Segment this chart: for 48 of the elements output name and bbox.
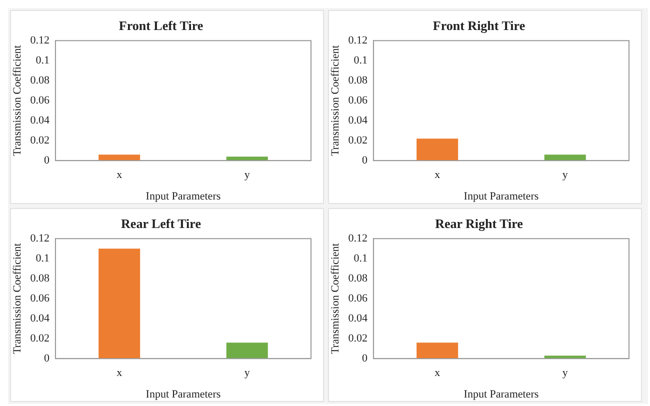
x-tick-label: y — [562, 169, 568, 182]
y-tick-label: 0.06 — [30, 94, 50, 106]
x-axis-title: Input Parameters — [146, 388, 221, 400]
y-axis-title: Transmission Coefficient — [11, 243, 24, 354]
y-tick-label: 0.08 — [348, 272, 368, 284]
x-tick-label: x — [434, 367, 441, 380]
y-tick-label: 0.02 — [30, 134, 50, 146]
y-tick-label: 0 — [362, 154, 368, 166]
x-axis-title: Input Parameters — [464, 190, 539, 202]
chart-title: Rear Right Tire — [435, 216, 524, 232]
y-axis-title: Transmission Coefficient — [329, 243, 342, 354]
y-tick-label: 0.04 — [30, 312, 50, 324]
y-tick-label: 0.1 — [354, 252, 368, 264]
y-tick-label: 0.06 — [348, 292, 368, 304]
y-tick-label: 0.06 — [30, 292, 50, 304]
y-tick-label: 0.06 — [348, 94, 368, 106]
y-tick-label: 0 — [362, 352, 368, 364]
x-tick-label: y — [244, 169, 250, 182]
x-axis-title: Input Parameters — [146, 190, 221, 202]
x-tick-label: x — [116, 169, 123, 182]
y-tick-label: 0.08 — [30, 74, 50, 86]
y-tick-label: 0.04 — [30, 114, 50, 126]
y-tick-label: 0.12 — [348, 34, 368, 46]
y-axis-title: Transmission Coefficient — [11, 45, 24, 156]
x-axis-title: Input Parameters — [464, 388, 539, 400]
y-tick-label: 0.12 — [30, 34, 50, 46]
y-tick-label: 0.1 — [36, 54, 50, 66]
x-tick-label: x — [116, 367, 123, 380]
y-axis-title: Transmission Coefficient — [329, 45, 342, 156]
chart-title: Front Right Tire — [432, 18, 526, 34]
y-tick-label: 0.04 — [348, 114, 368, 126]
y-tick-label: 0 — [44, 352, 50, 364]
chart-title: Rear Left Tire — [121, 216, 202, 232]
y-tick-label: 0.02 — [30, 332, 50, 344]
y-tick-label: 0.12 — [30, 232, 50, 244]
chart-title: Front Left Tire — [118, 18, 204, 34]
x-tick-label: y — [562, 367, 568, 380]
y-tick-label: 0.02 — [348, 332, 368, 344]
y-tick-label: 0.08 — [30, 272, 50, 284]
x-tick-label: y — [244, 367, 250, 380]
y-tick-label: 0.08 — [348, 74, 368, 86]
y-tick-label: 0.04 — [348, 312, 368, 324]
y-tick-label: 0 — [44, 154, 50, 166]
x-tick-label: x — [434, 169, 441, 182]
y-tick-label: 0.1 — [36, 252, 50, 264]
y-tick-label: 0.12 — [348, 232, 368, 244]
y-tick-label: 0.02 — [348, 134, 368, 146]
y-tick-label: 0.1 — [354, 54, 368, 66]
